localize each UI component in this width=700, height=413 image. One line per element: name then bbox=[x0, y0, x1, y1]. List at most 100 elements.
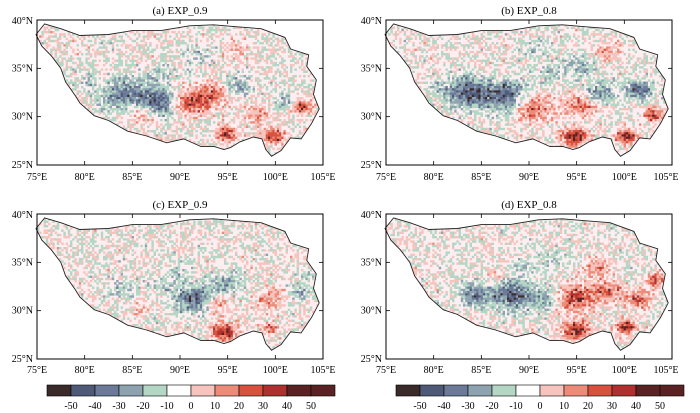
panel-d-field bbox=[385, 217, 669, 351]
x-tick-label: 85°E bbox=[122, 365, 142, 376]
colorbar-swatch bbox=[395, 384, 421, 397]
colorbar-swatch bbox=[286, 384, 312, 397]
colorbar-tick: 0 bbox=[189, 401, 194, 412]
colorbar-tick: -50 bbox=[413, 401, 426, 412]
x-tick-label: 100°E bbox=[263, 172, 288, 183]
panel-a-y-ticks: 25°N 30°N 35°N 40°N bbox=[12, 16, 33, 171]
panel-a-x-ticks: 75°E 80°E 85°E 90°E 95°E 100°E 105°E bbox=[27, 172, 336, 183]
panel-d-title: (d) EXP_0.8 bbox=[501, 199, 557, 211]
panel-d-tick-marks bbox=[385, 213, 673, 360]
panel-c: (c) EXP_0.9 75°E 80°E 85°E 90°E 95°E 100… bbox=[12, 199, 336, 376]
x-tick-label: 105°E bbox=[653, 172, 678, 183]
colorbar-tick: 30 bbox=[258, 401, 268, 412]
colorbar-tick: -40 bbox=[88, 401, 101, 412]
y-tick-label: 40°N bbox=[12, 16, 33, 27]
x-tick-label: 80°E bbox=[424, 172, 444, 183]
colorbar-right: -50 -40 -30 -20 -10 0 10 20 30 40 50 bbox=[395, 384, 685, 412]
x-tick-label: 90°E bbox=[170, 365, 190, 376]
colorbar-swatch bbox=[214, 384, 240, 397]
y-tick-label: 35°N bbox=[12, 257, 33, 268]
y-tick-label: 25°N bbox=[12, 160, 33, 171]
x-tick-label: 90°E bbox=[519, 365, 539, 376]
x-tick-label: 85°E bbox=[122, 172, 142, 183]
plateau-boundary bbox=[384, 217, 669, 351]
colorbar-tick: 0 bbox=[538, 401, 543, 412]
colorbar-tick: 20 bbox=[583, 401, 593, 412]
colorbar-swatch bbox=[238, 384, 264, 397]
panel-a: (a) EXP_0.9 75°E 80°E 85°E 90°E 95°E 100… bbox=[12, 5, 336, 183]
panel-c-title: (c) EXP_0.9 bbox=[153, 199, 208, 211]
x-tick-label: 100°E bbox=[612, 365, 637, 376]
plateau-boundary bbox=[384, 23, 669, 157]
x-tick-label: 80°E bbox=[424, 365, 444, 376]
colorbar-tick: 40 bbox=[631, 401, 641, 412]
panel-b-field bbox=[385, 23, 669, 157]
y-tick-label: 35°N bbox=[361, 63, 382, 74]
y-tick-label: 30°N bbox=[361, 306, 382, 317]
panel-d: (d) EXP_0.8 75°E 80°E 85°E 90°E 95°E 100… bbox=[361, 199, 679, 376]
x-tick-label: 95°E bbox=[218, 172, 238, 183]
colorbar-tick: 20 bbox=[234, 401, 244, 412]
y-tick-label: 25°N bbox=[361, 160, 382, 171]
y-tick-label: 40°N bbox=[12, 210, 33, 221]
colorbar-swatch bbox=[94, 384, 120, 397]
colorbar-tick: 10 bbox=[210, 401, 220, 412]
colorbar-tick: -40 bbox=[437, 401, 450, 412]
panel-d-y-ticks: 25°N 30°N 35°N 40°N bbox=[361, 210, 382, 365]
panel-b-x-ticks: 75°E 80°E 85°E 90°E 95°E 100°E 105°E bbox=[376, 172, 679, 183]
colorbar-right-ticks: -50 -40 -30 -20 -10 0 10 20 30 40 50 bbox=[413, 401, 665, 412]
x-tick-label: 75°E bbox=[376, 172, 396, 183]
colorbar-tick: -30 bbox=[112, 401, 125, 412]
colorbar-tick: -20 bbox=[485, 401, 498, 412]
panel-c-field bbox=[36, 217, 320, 351]
panel-a-tick-marks bbox=[36, 19, 324, 166]
plateau-boundary bbox=[35, 23, 320, 157]
panel-c-x-ticks: 75°E 80°E 85°E 90°E 95°E 100°E 105°E bbox=[27, 365, 336, 376]
x-tick-label: 75°E bbox=[27, 365, 47, 376]
colorbar-swatch bbox=[515, 384, 541, 397]
x-tick-label: 100°E bbox=[612, 172, 637, 183]
colorbar-swatch bbox=[443, 384, 469, 397]
colorbar-swatch bbox=[491, 384, 517, 397]
y-tick-label: 35°N bbox=[361, 257, 382, 268]
y-tick-label: 25°N bbox=[12, 354, 33, 365]
panel-d-x-ticks: 75°E 80°E 85°E 90°E 95°E 100°E 105°E bbox=[376, 365, 679, 376]
panel-c-tick-marks bbox=[36, 213, 324, 360]
x-tick-label: 105°E bbox=[310, 365, 335, 376]
panel-b-tick-marks bbox=[385, 19, 673, 166]
y-tick-label: 30°N bbox=[361, 112, 382, 123]
colorbar-swatch bbox=[166, 384, 192, 397]
colorbar-tick: 10 bbox=[559, 401, 569, 412]
colorbar-swatch bbox=[46, 384, 72, 397]
colorbar-tick: 50 bbox=[655, 401, 665, 412]
colorbar-tick: -20 bbox=[136, 401, 149, 412]
colorbar-tick: 50 bbox=[306, 401, 316, 412]
x-tick-label: 95°E bbox=[218, 365, 238, 376]
colorbar-swatch bbox=[467, 384, 493, 397]
colorbar-swatch bbox=[659, 384, 685, 397]
colorbar-swatch bbox=[310, 384, 336, 397]
colorbar-swatch bbox=[635, 384, 661, 397]
panel-b: (b) EXP_0.8 75°E 80°E 85°E 90°E 95°E 100… bbox=[361, 5, 679, 183]
plateau-boundary bbox=[35, 217, 320, 351]
y-tick-label: 40°N bbox=[361, 16, 382, 27]
panel-b-title: (b) EXP_0.8 bbox=[501, 5, 557, 17]
colorbar-swatch bbox=[539, 384, 565, 397]
colorbar-left-swatches bbox=[46, 384, 336, 397]
colorbar-tick: -10 bbox=[160, 401, 173, 412]
x-tick-label: 85°E bbox=[471, 365, 491, 376]
x-tick-label: 95°E bbox=[567, 172, 587, 183]
y-tick-label: 35°N bbox=[12, 63, 33, 74]
colorbar-tick: 30 bbox=[607, 401, 617, 412]
panel-c-y-ticks: 25°N 30°N 35°N 40°N bbox=[12, 210, 33, 365]
colorbar-left: -50 -40 -30 -20 -10 0 10 20 30 40 50 bbox=[46, 384, 336, 412]
colorbar-swatch bbox=[142, 384, 168, 397]
colorbar-tick: -10 bbox=[509, 401, 522, 412]
colorbar-swatch bbox=[190, 384, 216, 397]
x-tick-label: 80°E bbox=[75, 365, 95, 376]
colorbar-swatch bbox=[587, 384, 613, 397]
colorbar-tick: -30 bbox=[461, 401, 474, 412]
colorbar-swatch bbox=[611, 384, 637, 397]
x-tick-label: 90°E bbox=[519, 172, 539, 183]
